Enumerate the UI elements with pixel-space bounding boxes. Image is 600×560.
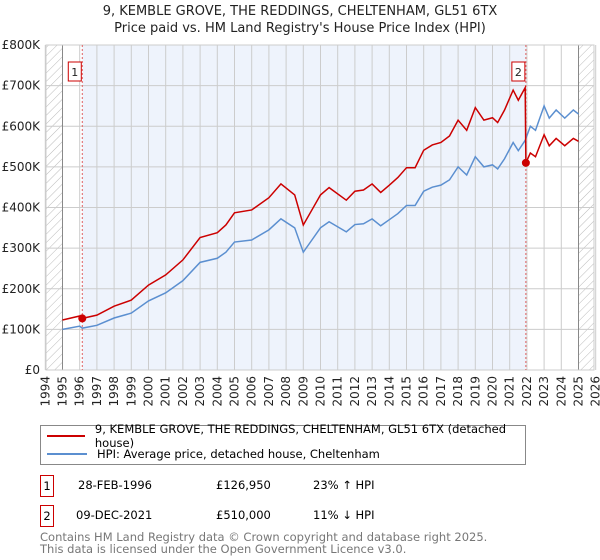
transaction-badge: 1	[40, 475, 54, 497]
x-tick-label: 2019	[468, 376, 482, 407]
legend-item-hpi: HPI: Average price, detached house, Chel…	[47, 446, 380, 462]
x-tick-label: 2013	[365, 376, 379, 407]
x-tick-label: 2024	[554, 376, 568, 407]
x-tick-label: 2004	[210, 376, 224, 407]
x-tick-label: 1995	[56, 376, 70, 407]
x-tick-label: 2015	[400, 376, 414, 407]
x-tick-label: 2011	[331, 376, 345, 407]
x-tick-label: 2000	[142, 376, 156, 407]
sale-label: 1	[71, 66, 78, 79]
y-tick-label: £300K	[2, 241, 42, 255]
transaction-price: £510,000	[216, 508, 271, 522]
legend: 9, KEMBLE GROVE, THE REDDINGS, CHELTENHA…	[40, 422, 526, 465]
x-tick-label: 2020	[486, 376, 500, 407]
x-tick-label: 1999	[124, 376, 138, 407]
chart-subtitle: Price paid vs. HM Land Registry's House …	[114, 21, 486, 36]
legend-swatch	[47, 453, 87, 455]
hpi-line	[62, 103, 579, 331]
x-tick-label: 1998	[107, 376, 121, 407]
sale-label-box	[67, 61, 82, 82]
legend-label: HPI: Average price, detached house, Chel…	[97, 447, 380, 461]
x-tick-label: 1994	[38, 376, 52, 407]
x-tick-label: 2016	[417, 376, 431, 407]
y-tick-label: £500K	[2, 160, 42, 174]
x-tick-label: 2008	[279, 376, 293, 407]
y-tick-label: £200K	[2, 282, 42, 296]
y-tick-label: £800K	[2, 38, 42, 52]
x-tick-label: 2025	[572, 376, 586, 407]
x-tick-label: 2010	[314, 376, 328, 407]
sale-point	[521, 158, 530, 167]
sale-label: 2	[515, 66, 522, 79]
x-tick-label: 2001	[159, 376, 173, 407]
transaction-badge: 2	[40, 505, 54, 527]
y-tick-label: £600K	[2, 119, 42, 133]
legend-swatch	[47, 435, 85, 437]
x-tick-label: 2026	[589, 376, 600, 407]
transaction-date: 28-FEB-1996	[78, 478, 152, 492]
y-tick-label: £700K	[2, 79, 42, 93]
y-tick-label: £0	[25, 363, 40, 377]
chart-title: 9, KEMBLE GROVE, THE REDDINGS, CHELTENHA…	[102, 4, 498, 19]
legend-item-property: 9, KEMBLE GROVE, THE REDDINGS, CHELTENHA…	[47, 422, 525, 450]
transaction-hpi: 11% ↓ HPI	[313, 508, 375, 522]
x-tick-label: 2009	[296, 376, 310, 407]
transaction-date: 09-DEC-2021	[76, 508, 153, 522]
x-tick-label: 2022	[520, 376, 534, 407]
sale-label-box	[511, 61, 526, 82]
x-tick-label: 2017	[434, 376, 448, 407]
x-tick-label: 2023	[537, 376, 551, 407]
x-tick-label: 2018	[451, 376, 465, 407]
y-tick-label: £100K	[2, 322, 42, 336]
x-tick-label: 2007	[262, 376, 276, 407]
x-tick-label: 2002	[176, 376, 190, 407]
x-tick-label: 1997	[90, 376, 104, 407]
x-tick-label: 2005	[228, 376, 242, 407]
footer-copyright: Contains HM Land Registry data © Crown c…	[40, 530, 488, 544]
sale-point	[78, 314, 87, 323]
y-tick-label: £400K	[2, 201, 42, 215]
x-tick-label: 2006	[245, 376, 259, 407]
price-chart: 1994 1995 1996 1997 1998 1999 2000 2001 2002 2003…	[2, 38, 600, 407]
transaction-hpi: 23% ↑ HPI	[313, 478, 375, 492]
x-tick-label: 1996	[73, 376, 87, 407]
legend-label: 9, KEMBLE GROVE, THE REDDINGS, CHELTENHA…	[94, 422, 507, 450]
x-tick-label: 2003	[193, 376, 207, 407]
plot-frame	[45, 44, 595, 371]
x-tick-label: 2012	[348, 376, 362, 407]
property-price-line	[62, 84, 579, 321]
footer-licence: This data is licensed under the Open Gov…	[40, 542, 407, 556]
x-tick-label: 2014	[382, 376, 396, 407]
transaction-price: £126,950	[216, 478, 271, 492]
x-tick-label: 2021	[503, 376, 517, 407]
